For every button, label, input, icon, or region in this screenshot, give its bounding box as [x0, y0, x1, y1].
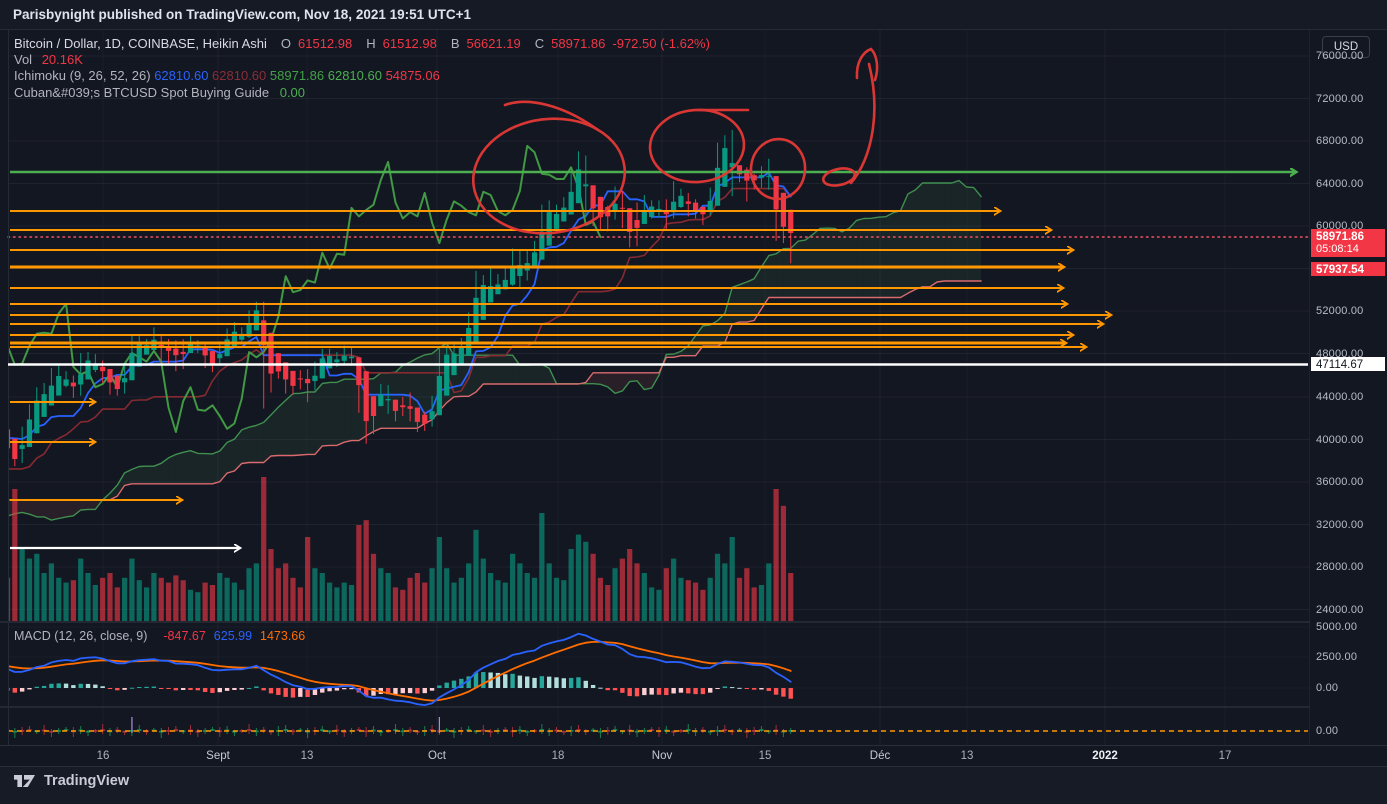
- price-tick-label: 68000.00: [1316, 135, 1364, 147]
- time-tick-label: 13: [300, 750, 314, 762]
- time-tick-label: Oct: [428, 750, 446, 762]
- time-tick-label: 18: [551, 750, 565, 762]
- tradingview-logo-text: TradingView: [44, 773, 130, 789]
- time-tick-label: Sept: [206, 750, 230, 762]
- legend-value: 62810.60: [154, 68, 209, 83]
- ha-close-price: 57937.54: [1316, 264, 1364, 276]
- ohlc-value: C 58971.86: [534, 36, 606, 51]
- vol-value: 20.16K: [41, 52, 83, 67]
- publish-header-text: Parisbynight published on TradingView.co…: [13, 7, 472, 22]
- tradingview-logo-icon: [14, 775, 35, 787]
- time-tick-label: 16: [96, 750, 110, 762]
- macd-tick-label: 0.00: [1316, 682, 1339, 694]
- macd-values: -847.67 625.99 1473.66: [155, 629, 305, 643]
- ichimoku-values: 62810.60 62810.60 58971.86 62810.60 5487…: [154, 68, 440, 83]
- candles: [8, 129, 794, 467]
- symbol-title: Bitcoin / Dollar, 1D, COINBASE, Heikin A…: [14, 36, 267, 51]
- cuban-legend-row[interactable]: Cuban&#039;s BTCUSD Spot Buying Guide 0.…: [14, 85, 305, 101]
- cuban-pane: [8, 717, 1308, 738]
- bar-countdown: 05:08:14: [1316, 243, 1359, 255]
- ohlc-value: B 56621.19: [450, 36, 521, 51]
- change-value: -972.50 (-1.62%): [612, 36, 710, 51]
- time-tick-label: Déc: [869, 750, 891, 762]
- price-tick-label: 72000.00: [1316, 92, 1364, 105]
- ohlc-values: O 61512.98 H 61512.98 B 56621.19 C 58971.86 -972…: [267, 36, 710, 51]
- price-axis[interactable]: USD 76000.00 72000.00 68000.00 64000.00 6000…: [1310, 30, 1387, 767]
- macd-tick-label: 5000.00: [1316, 621, 1358, 633]
- price-tick-label: 52000.00: [1316, 305, 1364, 317]
- symbol-legend-row[interactable]: Bitcoin / Dollar, 1D, COINBASE, Heikin A…: [14, 36, 710, 52]
- vol-label: Vol: [14, 52, 33, 67]
- macd-tick-label: 2500.00: [1316, 651, 1358, 663]
- drawing-arrows[interactable]: [8, 172, 1308, 548]
- legend-value: 58971.86: [266, 68, 325, 83]
- ichimoku-label: Ichimoku (9, 26, 52, 26): [14, 68, 151, 83]
- tradingview-logo[interactable]: TradingView: [13, 773, 129, 789]
- volume-legend-row[interactable]: Vol 20.16K: [14, 52, 83, 68]
- volume-bars: [8, 477, 794, 621]
- macd-pane: [8, 632, 793, 706]
- currency-toggle[interactable]: USD: [1322, 36, 1370, 58]
- last-price-badge: 58971.86 05:08:14: [1311, 229, 1385, 257]
- red-annotations[interactable]: [467, 47, 879, 242]
- price-tick-label: 24000.00: [1316, 603, 1364, 616]
- pane3-tick-label: 0.00: [1316, 725, 1339, 737]
- cuban-value: 0.00: [279, 85, 306, 100]
- time-tick-label: 13: [960, 750, 974, 762]
- cuban-label: Cuban&#039;s BTCUSD Spot Buying Guide: [14, 85, 270, 100]
- time-tick-label: 17: [1218, 750, 1232, 762]
- white-level-badge: 47114.67: [1311, 357, 1385, 371]
- legend-value: -847.67: [163, 629, 206, 643]
- price-tick-label: 28000.00: [1316, 561, 1364, 573]
- time-axis[interactable]: 16 Sept 13 Oct 18 Nov 15 Déc 13 2022 17: [0, 745, 1387, 767]
- time-tick-label: 15: [758, 750, 772, 762]
- legend-value: 1473.66: [260, 629, 306, 643]
- price-tick-label: 36000.00: [1316, 476, 1364, 488]
- footer-bar: TradingView: [0, 767, 1387, 804]
- price-tick-label: 32000.00: [1316, 518, 1364, 531]
- ha-close-badge: 57937.54: [1311, 262, 1385, 276]
- price-tick-label: 64000.00: [1316, 177, 1364, 190]
- legend-value: 625.99: [213, 629, 253, 643]
- publish-header: Parisbynight published on TradingView.co…: [0, 0, 1387, 30]
- legend-value: 62810.60: [324, 68, 382, 83]
- main-pane: [8, 144, 982, 521]
- ohlc-value: O 61512.98: [280, 36, 353, 51]
- macd-legend-row[interactable]: MACD (12, 26, close, 9) -847.67 625.99 1473…: [14, 629, 305, 643]
- price-tick-label: 44000.00: [1316, 391, 1364, 403]
- time-tick-label: 2022: [1092, 750, 1118, 762]
- time-tick-label: Nov: [651, 750, 673, 762]
- ohlc-value: H 61512.98: [366, 36, 437, 51]
- white-level-price: 47114.67: [1316, 359, 1364, 371]
- macd-label: MACD (12, 26, close, 9): [14, 629, 148, 643]
- ichimoku-legend-row[interactable]: Ichimoku (9, 26, 52, 26) 62810.60 62810.…: [14, 68, 440, 84]
- legend-value: 62810.60: [208, 68, 267, 83]
- price-tick-label: 76000.00: [1316, 50, 1364, 62]
- price-tick-label: 40000.00: [1316, 433, 1364, 446]
- legend-value: 54875.06: [381, 68, 440, 83]
- last-price: 58971.86: [1316, 231, 1364, 243]
- price-tick-label: 48000.00: [1316, 347, 1364, 360]
